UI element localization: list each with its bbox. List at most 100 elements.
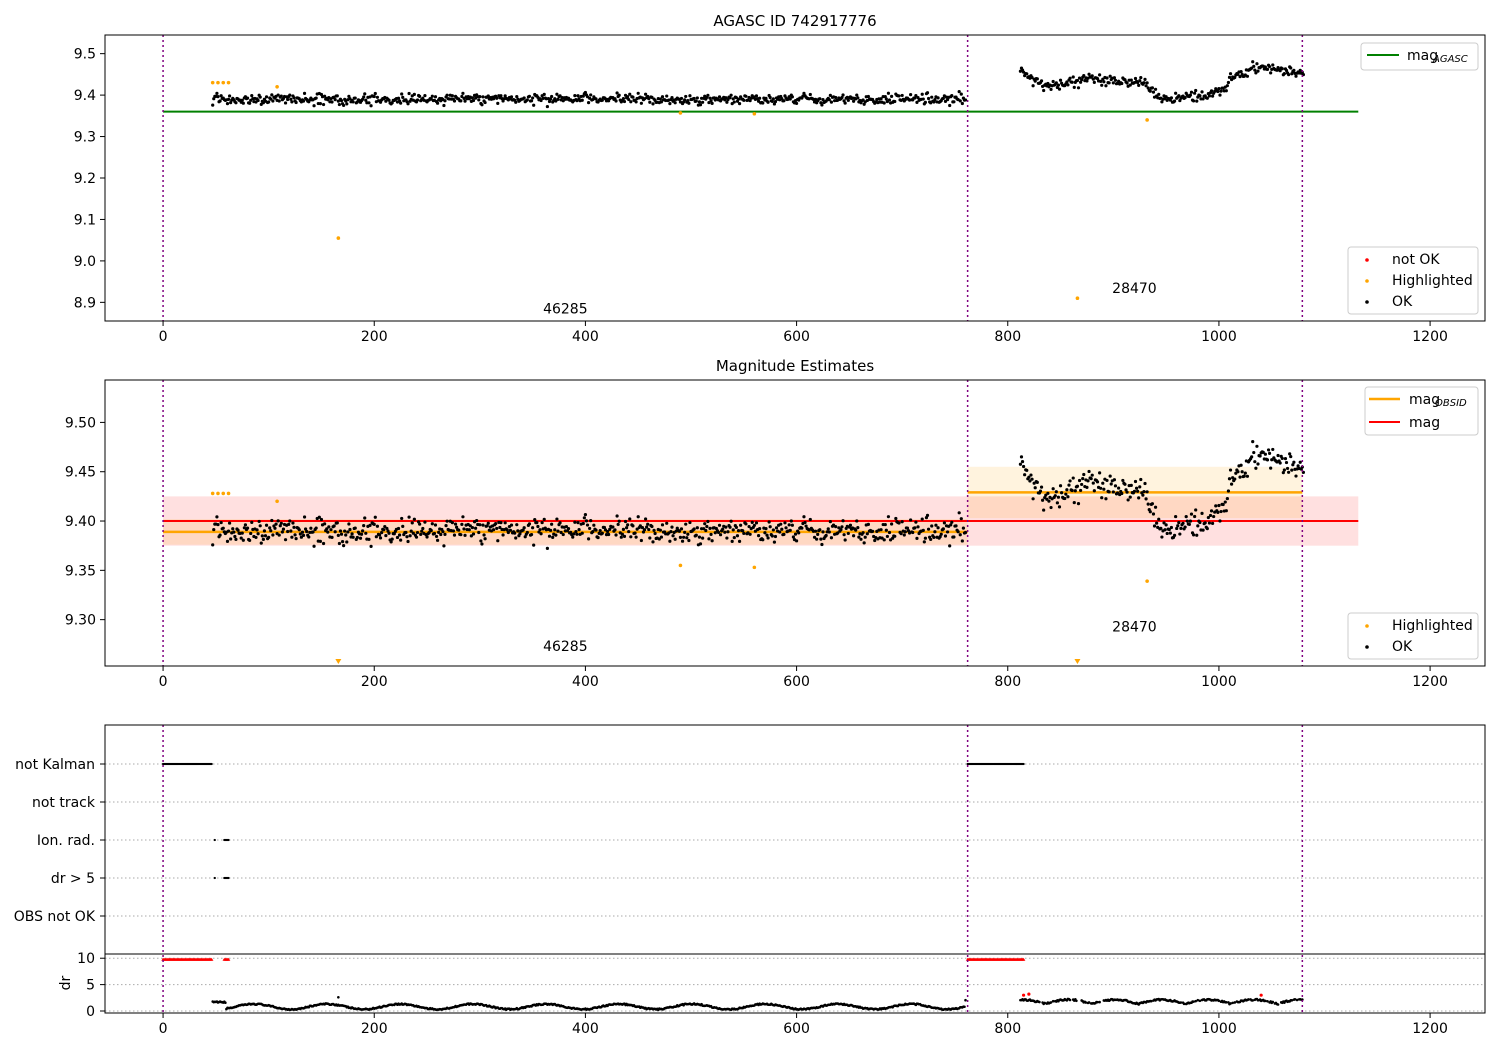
ok-point [317,515,321,519]
dr-point [1051,999,1055,1003]
ok-point [384,533,388,538]
ok-point [866,522,870,526]
ok-point [270,518,274,523]
ok-point [1221,502,1225,507]
ok-point [423,93,427,98]
ok-point [1258,454,1262,458]
ok-point [350,532,354,536]
ok-point [396,526,401,531]
ok-point [231,527,235,531]
ok-point [1060,491,1064,495]
dr-tick-label: 10 [77,951,95,967]
ok-point [225,102,230,106]
ok-point [276,93,280,97]
panel2-data [162,380,1359,666]
dr-point [1194,999,1197,1003]
x-tick-label: 1200 [1412,1021,1448,1037]
highlighted-point [226,491,231,496]
ok-point [855,519,859,523]
ok-point [471,98,476,103]
ok-point [405,535,409,539]
ok-point [483,100,487,105]
ok-point [765,533,769,537]
ok-point [318,539,322,543]
ok-point [577,527,581,532]
ok-point [278,524,282,528]
ok-point [548,97,553,101]
ok-point [240,98,244,102]
ok-point [1256,462,1260,466]
panel1-frame [104,34,1486,322]
ok-point [958,533,962,537]
ok-point [821,530,825,534]
ok-point [930,524,934,528]
ok-point [522,96,526,100]
highlighted-point [210,491,215,496]
ok-point [1057,87,1062,91]
ok-point [1123,482,1127,486]
ok-point [345,102,349,106]
ok-point [1031,84,1035,88]
ok-point [1058,484,1063,488]
ok-point [1245,74,1250,78]
ok-point [960,101,964,106]
ok-point [1280,67,1284,71]
ok-point [820,542,824,547]
ok-point [1070,80,1074,84]
ok-point [383,525,387,529]
ok-point [804,524,808,528]
x-tick-label: 200 [361,1021,388,1037]
ok-point [886,91,891,95]
ok-point [445,519,449,523]
ok-point [258,524,262,528]
dr-point [1192,1000,1195,1003]
dr-point [1231,1001,1234,1005]
ok-point [362,95,366,99]
ok-point [772,540,777,544]
legend-mag-obsid-label: mag [1409,392,1440,408]
ok-point [348,97,352,101]
ok-point [589,93,593,97]
ok-point [837,526,841,530]
ok-point [1030,477,1034,481]
dr-clipped-marker [226,957,231,961]
ok-point [294,100,298,105]
ok-point [470,525,475,530]
ok-point [467,528,471,532]
panel3-data [105,725,1485,1013]
dr-axis-label: dr [58,975,74,990]
ok-point [1063,496,1067,501]
ok-point [846,531,850,536]
flag-point [227,838,230,842]
ok-point [886,515,891,519]
ok-point [1282,72,1286,76]
ok-point [258,95,262,99]
ok-point [1167,527,1171,532]
ok-point [598,528,602,533]
ok-point [1035,77,1039,81]
ok-point [903,530,907,534]
ok-point [865,532,869,536]
ok-point [1146,502,1150,506]
ok-point [880,536,884,540]
ok-point [318,102,322,106]
ok-point [1153,87,1158,91]
ok-point [1148,510,1152,514]
dr-point [1084,1001,1088,1004]
ok-point [660,523,665,527]
ok-point [1278,461,1282,465]
ok-point [250,520,254,524]
ok-point [289,97,293,101]
ok-point [1153,505,1158,509]
ok-point [703,522,707,526]
ok-point [1108,474,1112,478]
ok-point [298,532,302,536]
dr-point [1179,1001,1183,1004]
ok-point [812,535,817,539]
ok-point [952,100,956,104]
ok-point [905,526,910,530]
ok-point [523,535,527,539]
ok-point [378,536,383,540]
ok-point [1206,515,1210,520]
ok-point [1136,489,1140,493]
